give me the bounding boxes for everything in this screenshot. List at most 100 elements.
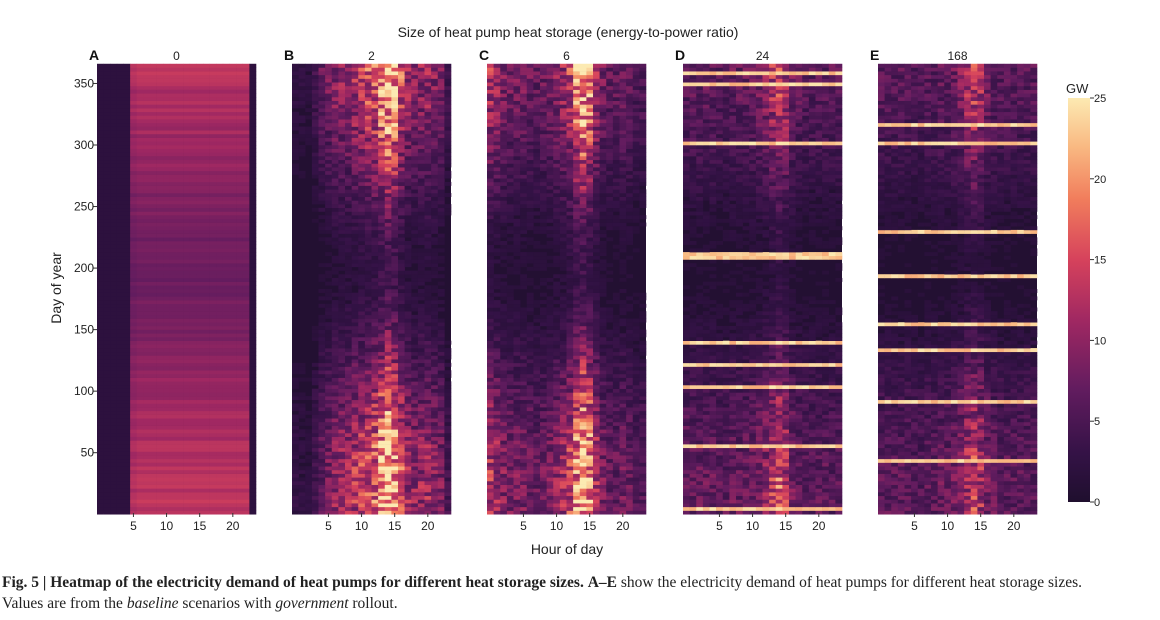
heatmap-cell [110,447,118,452]
heatmap-cell [338,388,346,393]
heatmap-cell [325,200,333,205]
heatmap-cell [222,314,230,319]
heatmap-cell [331,484,339,489]
heatmap-cell [249,207,257,212]
heatmap-cell [417,458,425,463]
heatmap-cell [103,418,111,423]
heatmap-cell [156,407,164,412]
heatmap-cell [249,104,257,109]
heatmap-cell [136,444,144,449]
heatmap-cell [249,433,257,437]
heatmap-cell [156,108,164,113]
heatmap-cell [236,145,244,149]
heatmap-cell [404,244,412,249]
heatmap-cell [216,97,224,101]
heatmap-cell [411,447,419,452]
heatmap-cell [196,207,204,212]
heatmap-cell [222,506,230,511]
heatmap-cell [136,410,144,415]
heatmap-cell [431,348,439,353]
heatmap-cell [189,348,197,353]
heatmap-cell [143,237,151,242]
heatmap-cell [103,340,111,345]
heatmap-cell [196,163,204,168]
heatmap-cell [103,469,111,474]
heatmap-cell [358,444,366,449]
heatmap-cell [242,263,250,268]
heatmap-cell [358,373,366,378]
heatmap-cell [338,163,346,168]
heatmap-cell [424,229,432,234]
heatmap-cell [203,510,210,515]
heatmap-cell [431,370,439,375]
heatmap-cell [236,292,244,297]
heatmap-cell [417,289,425,293]
heatmap-cell [103,178,111,183]
heatmap-cell [325,359,333,364]
heatmap-cell [411,425,419,430]
heatmap-cell [398,181,405,186]
heatmap-cell [424,385,432,389]
heatmap-cell [242,100,250,105]
heatmap-cell [116,362,124,367]
heatmap-cell [384,270,392,275]
heatmap-cell [110,108,118,113]
heatmap-cell [358,329,366,334]
heatmap-cell [444,436,452,441]
heatmap-cell [116,108,124,113]
heatmap-cell [431,174,439,179]
heatmap-cell [203,218,210,223]
heatmap-cell [176,119,184,124]
heatmap-cell [176,174,184,179]
heatmap-cell [424,189,432,194]
heatmap-cell [156,325,164,330]
heatmap-cell [371,377,379,382]
heatmap-cell [292,385,299,389]
heatmap-cell [345,385,352,389]
heatmap-cell [384,156,392,161]
heatmap-cell [345,266,352,271]
heatmap-cell [123,307,131,312]
heatmap-cell [331,337,339,341]
heatmap-cell [431,444,439,449]
heatmap-cell [130,303,138,308]
heatmap-cell [169,303,177,308]
heatmap-cell [229,277,237,282]
heatmap-cell [364,488,372,493]
heatmap-cell [318,370,326,375]
heatmap-cell [371,348,379,353]
heatmap-cell [437,292,445,297]
heatmap-cell [338,207,346,212]
heatmap-cell [298,421,306,426]
heatmap-cell [123,499,131,504]
heatmap-cell [331,469,339,474]
heatmap-cell [196,137,204,142]
heatmap-cell [103,74,111,79]
heatmap-cell [345,156,352,161]
heatmap-cell [156,204,164,209]
heatmap-cell [242,388,250,393]
heatmap-cell [338,444,346,449]
heatmap-cell [209,163,217,168]
heatmap-cell [417,451,425,456]
heatmap-cell [163,303,171,308]
heatmap-cell [136,429,144,434]
heatmap-cell [229,318,237,323]
heatmap-cell [156,311,164,316]
heatmap-cell [424,462,432,467]
heatmap-cell [249,71,257,76]
heatmap-cell [123,362,131,367]
heatmap-cell [163,167,171,172]
heatmap-cell [424,396,432,401]
heatmap-cell [130,97,138,101]
heatmap-cell [183,215,191,220]
heatmap-cell [398,407,405,412]
heatmap-cell [305,447,313,452]
heatmap-cell [123,392,131,397]
heatmap-cell [236,248,244,253]
heatmap-cell [318,418,326,423]
heatmap-cell [189,122,197,127]
heatmap-cell [325,226,333,231]
heatmap-cell [411,152,419,157]
heatmap-cell [431,178,439,183]
